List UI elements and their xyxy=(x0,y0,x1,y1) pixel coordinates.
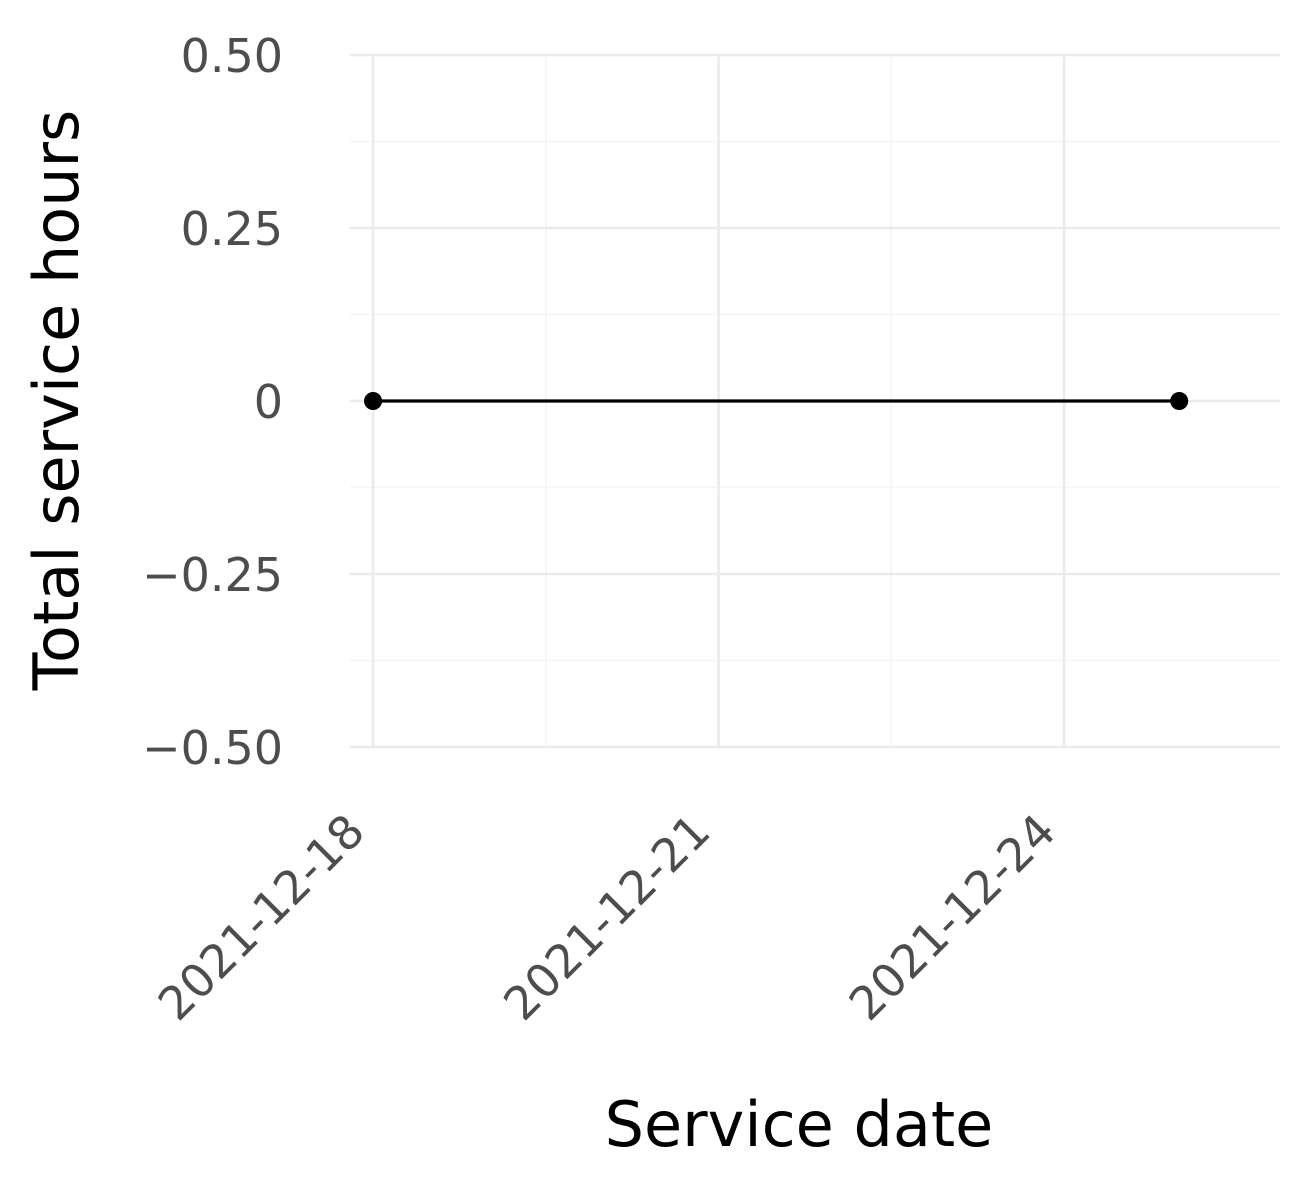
x-axis-title: Service date xyxy=(605,1088,994,1161)
y-tick-label: 0 xyxy=(254,375,283,429)
y-axis-ticks: −0.50 −0.25 0 0.25 0.50 xyxy=(142,29,283,775)
y-axis-title: Total service hours xyxy=(20,110,93,692)
y-tick-label: 0.50 xyxy=(181,29,283,83)
data-point xyxy=(364,392,383,410)
series-layer xyxy=(364,392,1189,410)
x-axis-ticks: 2021-12-18 2021-12-21 2021-12-24 xyxy=(148,804,1066,1031)
y-tick-label: −0.25 xyxy=(142,548,283,602)
y-tick-label: −0.50 xyxy=(142,721,283,775)
x-tick-label: 2021-12-21 xyxy=(493,804,720,1031)
x-tick-label: 2021-12-24 xyxy=(839,804,1066,1031)
x-tick-label: 2021-12-18 xyxy=(148,804,375,1031)
y-tick-label: 0.25 xyxy=(181,202,283,256)
data-point xyxy=(1170,392,1189,410)
